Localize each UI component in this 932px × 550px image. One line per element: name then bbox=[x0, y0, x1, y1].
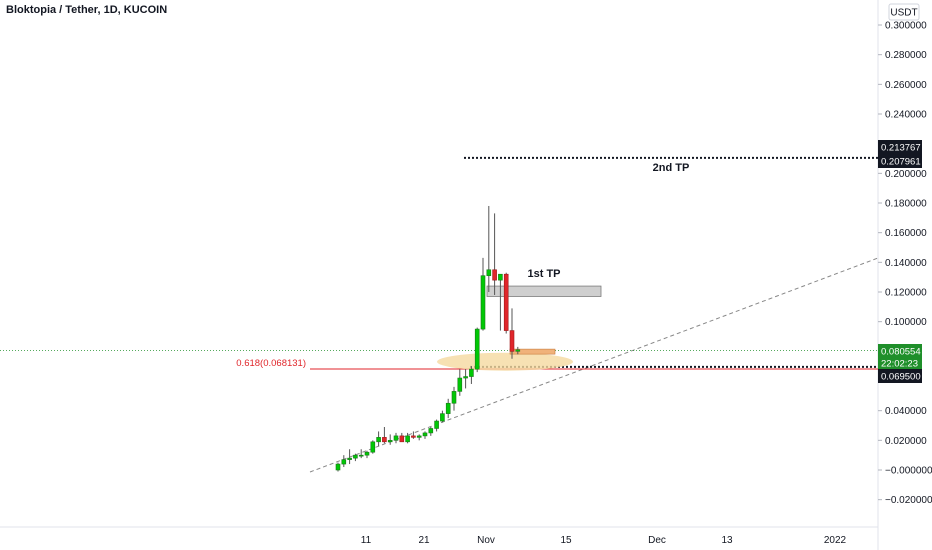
y-tick-label: 0.240000 bbox=[885, 110, 927, 121]
second-tp-low-price-tag-bg bbox=[878, 154, 922, 168]
chart-title: Bloktopia / Tether, 1D, KUCOIN bbox=[6, 4, 168, 16]
drawings-layer: 0.618(0.068131) 1st TP 2nd TP bbox=[0, 156, 879, 473]
countdown-tag-bg bbox=[878, 356, 922, 370]
candle-body bbox=[469, 368, 474, 377]
candle-body bbox=[486, 269, 492, 276]
currency-button[interactable]: USDT bbox=[888, 3, 920, 21]
candle-body bbox=[411, 435, 416, 438]
second-tp-price-tag-bg bbox=[878, 140, 922, 154]
candle-body bbox=[335, 463, 341, 471]
candle-body bbox=[387, 440, 393, 443]
support-price-tag: 0.069500 bbox=[881, 372, 921, 383]
candle-body bbox=[492, 269, 497, 281]
candle-body bbox=[457, 377, 463, 392]
y-tick-label: 0.160000 bbox=[885, 228, 927, 239]
trend-line bbox=[309, 257, 879, 473]
y-tick-label: 0.140000 bbox=[885, 258, 927, 269]
x-tick-label: 11 bbox=[361, 535, 372, 546]
candle-body bbox=[370, 441, 376, 453]
first-tp-label: 1st TP bbox=[527, 268, 560, 280]
demand-zone bbox=[437, 352, 573, 371]
last-price-tag-bg bbox=[878, 344, 922, 358]
candle-body bbox=[399, 435, 405, 443]
x-tick-label: 21 bbox=[418, 535, 430, 546]
candle-body bbox=[445, 402, 451, 414]
y-tick-label: 0.180000 bbox=[885, 199, 927, 210]
y-tick-label: −0.000000 bbox=[885, 466, 932, 477]
countdown-tag: 22:02:23 bbox=[881, 359, 918, 370]
candle-body bbox=[451, 391, 457, 404]
support-price-tag-bg bbox=[878, 369, 922, 383]
second-tp-low-price-tag: 0.207961 bbox=[881, 157, 921, 168]
candle-body bbox=[498, 273, 503, 281]
candle-body bbox=[434, 420, 439, 429]
candle-body bbox=[428, 428, 434, 434]
candle-body bbox=[341, 459, 347, 465]
first-tp-box bbox=[486, 285, 602, 297]
candle-body bbox=[358, 454, 364, 457]
second-tp-price-tag: 0.213767 bbox=[881, 143, 921, 154]
candle-body bbox=[440, 413, 445, 422]
candle-body bbox=[382, 437, 387, 443]
y-tick-label: 0.280000 bbox=[885, 50, 927, 61]
svg-text:USDT: USDT bbox=[890, 8, 917, 19]
y-tick-label: 0.200000 bbox=[885, 169, 927, 180]
fib-label: 0.618(0.068131) bbox=[236, 358, 306, 369]
x-tick-label: 2022 bbox=[824, 535, 847, 546]
candle-body bbox=[480, 275, 486, 330]
price-axis[interactable]: 0.300000 0.280000 0.260000 0.240000 0.200000… bbox=[878, 21, 932, 507]
y-tick-label: −0.020000 bbox=[885, 495, 932, 506]
candle-body bbox=[463, 376, 468, 379]
candles-layer bbox=[335, 205, 521, 472]
second-tp-label: 2nd TP bbox=[653, 162, 690, 174]
candle-body bbox=[422, 432, 428, 437]
candle-body bbox=[376, 437, 381, 443]
candle-body bbox=[503, 273, 509, 331]
candle-body bbox=[405, 435, 410, 443]
candle-body bbox=[509, 330, 515, 352]
y-tick-label: 0.260000 bbox=[885, 80, 927, 91]
candle-body bbox=[347, 457, 352, 460]
y-tick-label: 0.100000 bbox=[885, 317, 927, 328]
last-price-tag: 0.080554 bbox=[881, 347, 921, 358]
x-tick-label: Dec bbox=[648, 535, 666, 546]
y-tick-label: 0.120000 bbox=[885, 288, 927, 299]
candle-body bbox=[393, 435, 399, 441]
y-tick-label: 0.040000 bbox=[885, 406, 927, 417]
y-tick-label: 0.300000 bbox=[885, 21, 927, 32]
y-tick-label: 0.020000 bbox=[885, 436, 927, 447]
time-axis[interactable]: 11 21 Nov 15 Dec 13 2022 bbox=[361, 535, 847, 546]
x-tick-label: 13 bbox=[721, 535, 733, 546]
candle-body bbox=[474, 328, 480, 370]
candle-body bbox=[416, 435, 422, 438]
candle-body bbox=[353, 454, 358, 459]
candle-body bbox=[364, 451, 370, 456]
candle-body bbox=[515, 349, 521, 352]
x-tick-label: Nov bbox=[477, 535, 495, 546]
x-tick-label: 15 bbox=[560, 535, 572, 546]
